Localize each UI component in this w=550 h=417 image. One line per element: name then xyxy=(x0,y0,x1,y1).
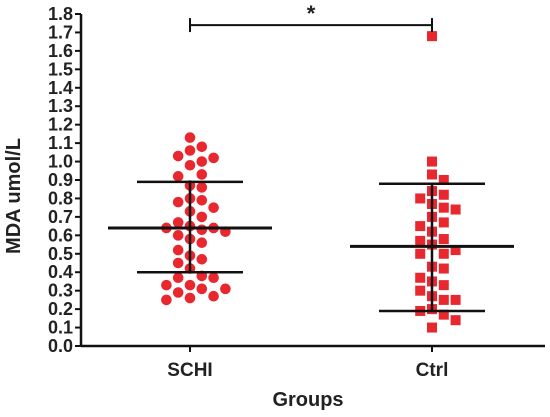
point-schi xyxy=(196,194,208,206)
point-ctrl xyxy=(415,235,426,246)
point-ctrl xyxy=(438,189,449,200)
y-axis-ticks: 0.00.10.20.30.40.50.60.70.80.91.01.11.21… xyxy=(48,4,81,356)
point-schi xyxy=(196,237,208,249)
point-ctrl xyxy=(438,309,449,320)
point-schi xyxy=(196,211,208,223)
point-schi xyxy=(208,290,219,302)
point-ctrl xyxy=(415,193,426,204)
point-schi xyxy=(172,272,184,284)
x-axis-label: Groups xyxy=(272,389,343,411)
significance-bracket: * xyxy=(189,1,433,33)
y-tick-label: 1.0 xyxy=(48,152,73,172)
point-schi xyxy=(220,283,231,295)
x-tick-label-schi: SCHI xyxy=(167,360,212,381)
point-schi xyxy=(184,145,196,156)
point-schi xyxy=(172,257,184,269)
y-tick-label: 0.0 xyxy=(48,336,73,356)
point-schi xyxy=(196,283,208,295)
point-schi xyxy=(208,152,219,164)
y-tick-label: 1.4 xyxy=(48,78,73,98)
y-tick-label: 1.8 xyxy=(48,4,73,24)
point-schi xyxy=(172,244,184,256)
point-ctrl xyxy=(438,202,449,213)
y-tick-label: 0.8 xyxy=(48,188,73,208)
point-ctrl xyxy=(438,175,449,185)
significance-label: * xyxy=(307,1,316,26)
y-tick-label: 0.7 xyxy=(48,207,73,227)
point-ctrl xyxy=(438,234,449,245)
point-ctrl xyxy=(438,248,449,259)
point-schi xyxy=(208,202,219,213)
point-ctrl xyxy=(427,31,437,42)
point-schi xyxy=(196,169,208,180)
point-ctrl xyxy=(415,285,426,296)
point-ctrl xyxy=(438,263,449,274)
point-schi xyxy=(196,224,208,236)
point-schi xyxy=(208,272,219,284)
point-schi xyxy=(184,132,196,143)
point-schi xyxy=(184,279,196,291)
point-schi xyxy=(184,292,196,304)
y-tick-label: 1.3 xyxy=(48,96,73,116)
point-schi xyxy=(196,141,208,153)
y-tick-label: 0.4 xyxy=(48,262,73,282)
point-schi xyxy=(184,159,196,171)
point-ctrl xyxy=(438,294,449,305)
y-tick-label: 1.1 xyxy=(48,133,73,153)
point-ctrl xyxy=(450,204,461,215)
point-ctrl xyxy=(415,248,426,259)
point-ctrl xyxy=(450,315,461,326)
axes xyxy=(79,14,545,348)
point-schi xyxy=(161,279,172,291)
point-schi xyxy=(196,254,208,265)
point-ctrl xyxy=(450,294,461,305)
point-ctrl xyxy=(415,272,426,283)
y-tick-label: 0.3 xyxy=(48,281,73,301)
y-tick-label: 1.6 xyxy=(48,41,73,61)
point-schi xyxy=(196,156,208,167)
y-axis-label: MDA umol/L xyxy=(3,138,25,254)
x-tick-label-ctrl: Ctrl xyxy=(416,360,449,381)
point-schi xyxy=(172,217,184,228)
y-tick-label: 0.1 xyxy=(48,318,73,338)
point-ctrl xyxy=(427,322,437,333)
error-bars xyxy=(108,180,514,313)
y-tick-label: 1.7 xyxy=(48,22,73,42)
y-tick-label: 0.5 xyxy=(48,244,73,264)
point-schi xyxy=(196,182,208,193)
point-ctrl xyxy=(450,245,461,256)
y-tick-label: 0.6 xyxy=(48,225,73,245)
point-ctrl xyxy=(427,169,437,180)
y-tick-label: 0.2 xyxy=(48,299,73,319)
point-ctrl xyxy=(415,221,426,232)
point-schi xyxy=(172,230,184,241)
y-tick-label: 1.5 xyxy=(48,59,73,79)
point-ctrl xyxy=(427,156,437,167)
point-ctrl xyxy=(438,280,449,291)
point-schi xyxy=(172,150,184,162)
y-tick-label: 1.2 xyxy=(48,115,73,135)
point-schi xyxy=(172,171,184,182)
y-tick-label: 0.9 xyxy=(48,170,73,190)
point-ctrl xyxy=(438,217,449,228)
point-schi xyxy=(161,294,172,306)
point-schi xyxy=(172,287,184,298)
point-schi xyxy=(172,196,184,208)
x-axis-ticks: SCHI Ctrl xyxy=(167,346,448,381)
